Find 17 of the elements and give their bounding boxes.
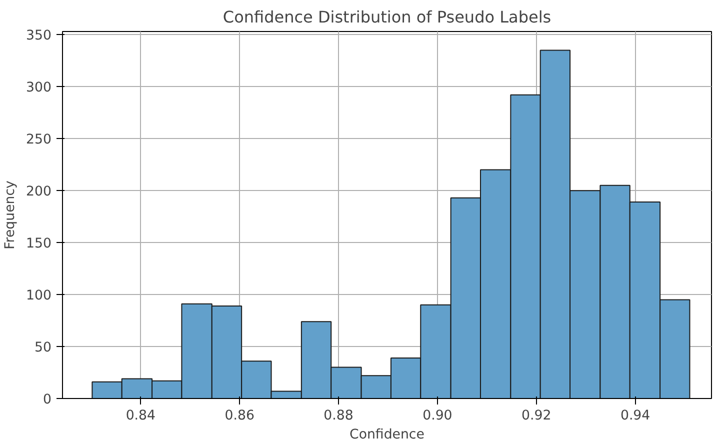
x-tick-label: 0.90	[422, 408, 452, 424]
x-tick-label: 0.88	[324, 408, 354, 424]
y-axis-title: Frequency	[3, 180, 18, 250]
x-tick-label: 0.86	[224, 408, 254, 424]
y-tick-label: 150	[26, 236, 52, 252]
x-tick-label: 0.94	[620, 408, 650, 424]
chart-title: Confidence Distribution of Pseudo Labels	[222, 8, 552, 26]
y-tick-label: 100	[26, 288, 52, 304]
x-axis-title: Confidence	[350, 428, 424, 442]
y-tick-label: 300	[26, 80, 52, 96]
y-tick-label: 0	[43, 392, 52, 408]
y-tick-label: 200	[26, 184, 52, 200]
x-tick-label: 0.84	[126, 408, 156, 424]
y-tick-label: 250	[26, 132, 52, 148]
y-tick-label: 50	[34, 340, 52, 356]
y-tick-label: 350	[26, 28, 52, 44]
x-tick-label: 0.92	[522, 408, 552, 424]
